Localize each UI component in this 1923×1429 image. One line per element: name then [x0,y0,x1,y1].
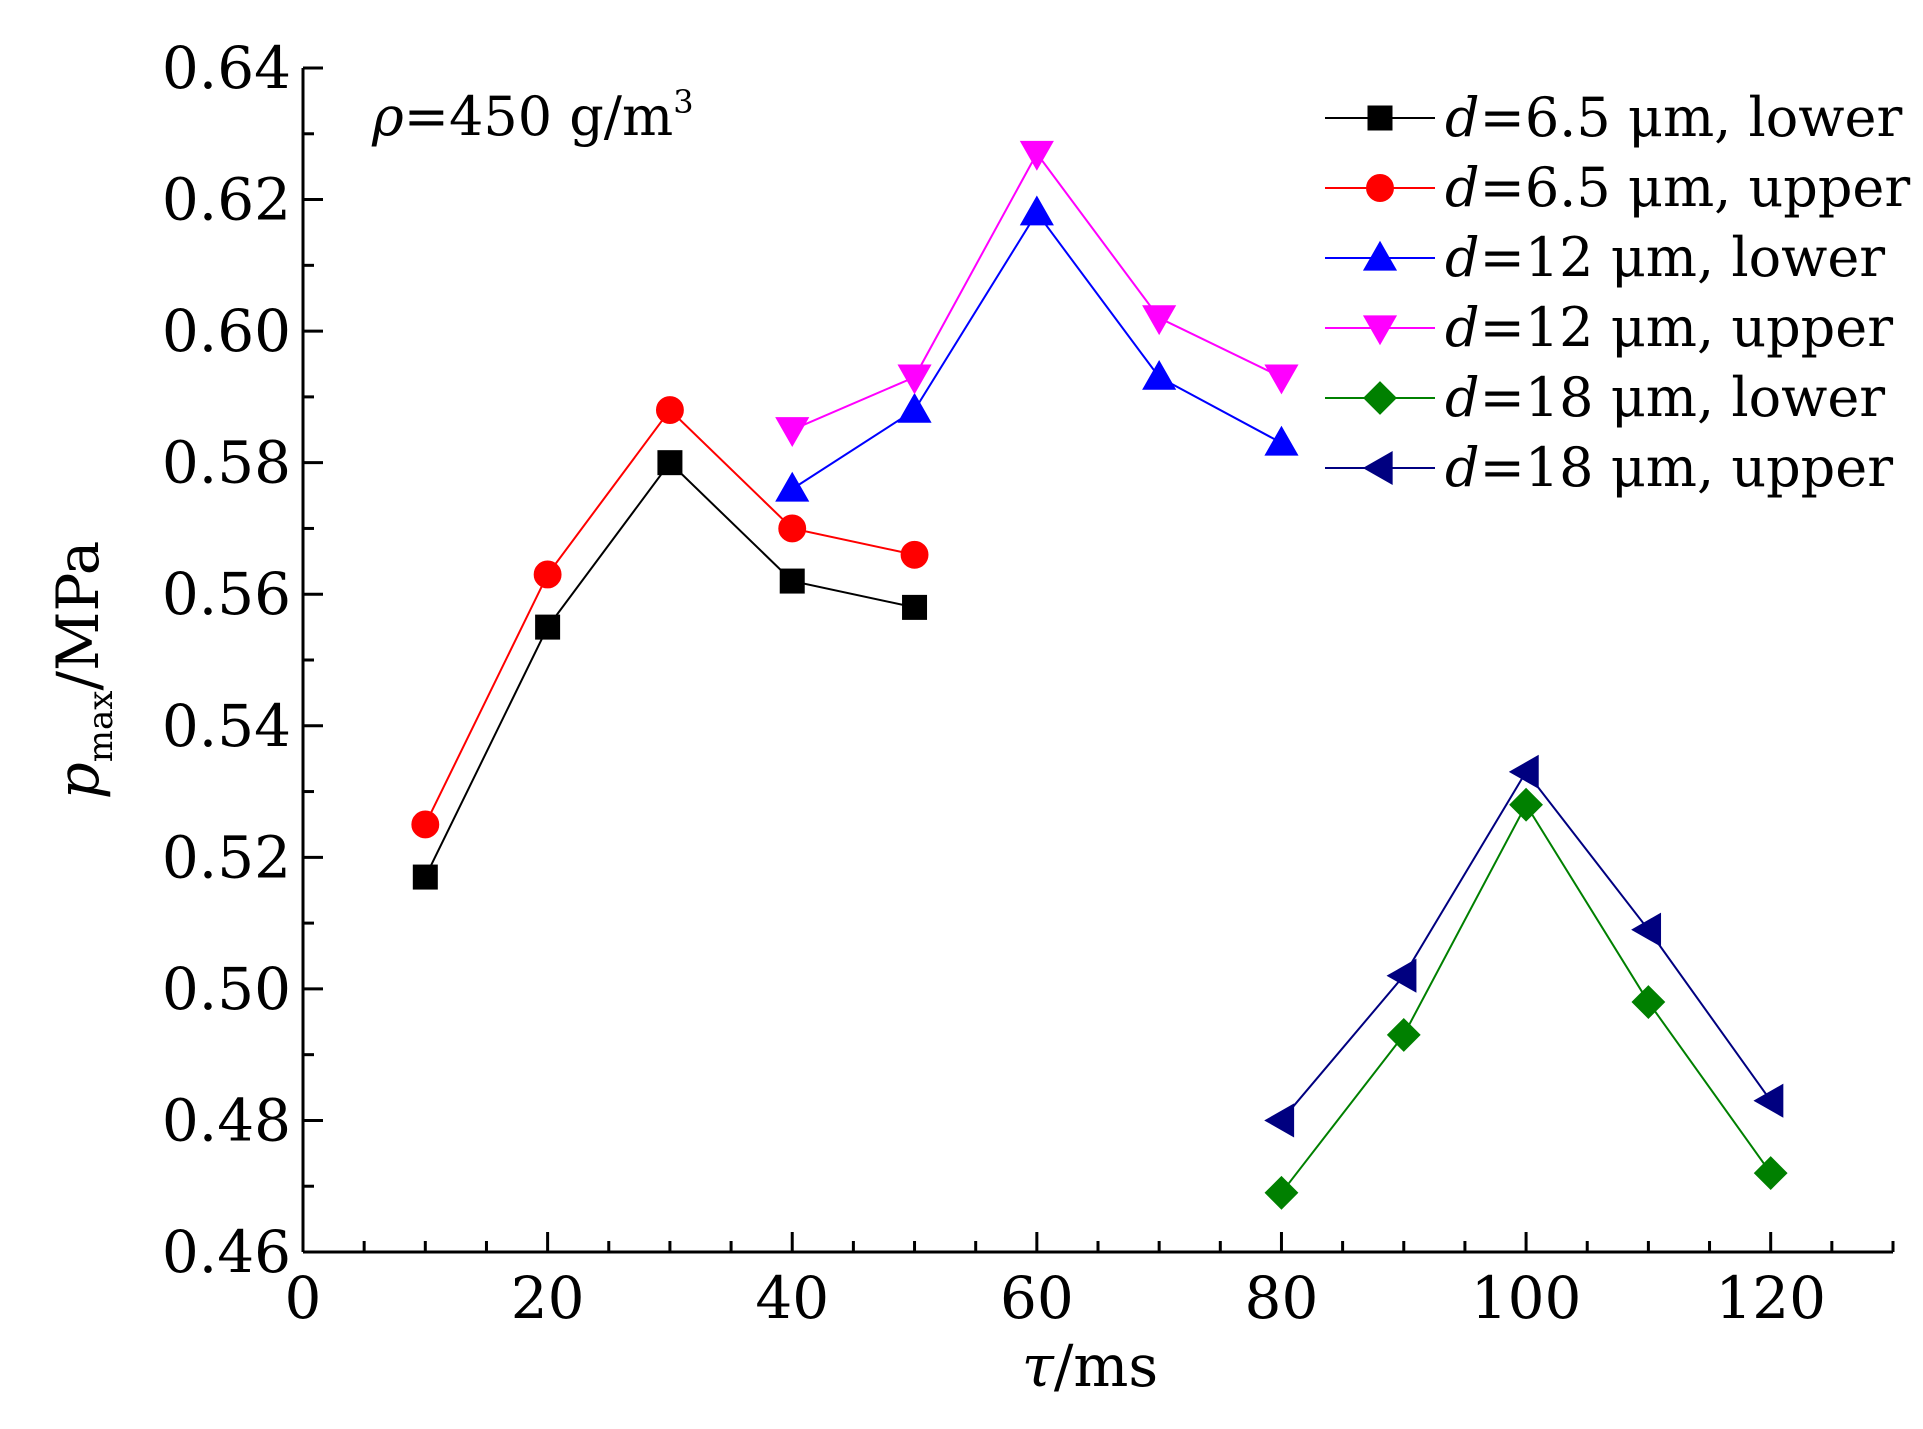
data-point [1264,1175,1299,1210]
y-tick-label: 0.62 [162,166,291,234]
series-2 [411,396,929,839]
legend-marker [1362,315,1398,346]
x-tick-label: 120 [1715,1264,1826,1332]
y-tick-label: 0.56 [162,560,291,628]
y-tick-label: 0.46 [162,1218,291,1286]
y-tick-label: 0.54 [162,692,291,760]
ticks: 0.46 0.48 0.50 0.52 0.54 0.56 0.58 0.60 0.62 0.64… [162,34,1895,1332]
series-line [1280,770,1772,1122]
data-point [535,614,561,640]
data-point [657,450,683,476]
legend-item: d=12 μm, lower [1325,226,1885,289]
density-annotation: ρ=450 g/m3 [371,83,694,148]
series-layer [411,140,1788,1210]
x-axis-title: τ/ms [1022,1332,1158,1400]
y-tick-label: 0.64 [162,34,291,102]
legend-label: d=12 μm, upper [1445,296,1893,359]
legend-item: d=6.5 μm, lower [1325,86,1902,149]
series-line [424,461,915,878]
data-point [1631,985,1666,1019]
legend-marker [1366,174,1394,202]
data-point [775,417,810,447]
data-point [1508,754,1539,789]
y-tick-label: 0.48 [162,1086,291,1154]
x-tick-label: 60 [1000,1264,1074,1332]
series-1 [412,450,928,890]
legend-marker [1362,240,1398,271]
series-3 [775,195,1299,502]
data-point [1386,1018,1421,1052]
legend-label: d=12 μm, lower [1445,226,1885,289]
data-point [897,392,932,423]
series-line [791,210,1282,490]
legend: d=6.5 μm, lower d=6.5 μm, upper d=12 μm, l… [1325,86,1910,499]
data-point [897,364,932,395]
legend-label: d=18 μm, lower [1445,366,1885,429]
legend-marker [1362,450,1393,486]
legend-item: d=6.5 μm, upper [1325,156,1910,219]
legend-item: d=18 μm, lower [1325,366,1885,429]
x-tick-label: 20 [511,1264,585,1332]
data-point [1753,1156,1788,1190]
data-point [1631,912,1662,947]
data-point [1142,305,1177,336]
data-point [1142,359,1177,390]
data-point [1019,140,1054,171]
data-point [1019,195,1054,226]
x-tick-label: 40 [755,1264,829,1332]
x-tick-label: 0 [285,1264,322,1332]
legend-label: d=6.5 μm, lower [1445,86,1902,149]
x-tick-label: 100 [1471,1264,1582,1332]
data-point [1264,364,1299,395]
data-point [411,810,440,839]
y-tick-label: 0.58 [162,429,291,497]
data-point [778,514,807,543]
data-point [1386,958,1417,993]
legend-label: d=18 μm, upper [1445,436,1893,499]
y-tick-label: 0.60 [162,297,291,365]
y-tick-label: 0.52 [162,823,291,891]
data-point [775,471,810,502]
data-point [1509,787,1543,822]
series-5 [1264,787,1788,1210]
series-6 [1264,754,1784,1138]
legend-marker [1367,105,1393,131]
y-tick-label: 0.50 [162,955,291,1023]
data-point [1264,1103,1295,1138]
data-point [779,568,805,594]
y-axis-title: pmax/MPa [44,541,121,800]
data-point [900,540,929,569]
series-4 [775,140,1299,447]
legend-marker [1363,381,1397,415]
legend-item: d=12 μm, upper [1325,296,1893,359]
data-point [902,594,928,620]
legend-label: d=6.5 μm, upper [1445,156,1910,219]
legend-item: d=18 μm, upper [1325,436,1893,499]
data-point [533,560,562,589]
series-line [791,151,1282,431]
x-tick-label: 80 [1245,1264,1319,1332]
data-point [655,396,684,424]
data-point [1264,425,1299,456]
data-point [412,864,438,890]
data-point [1753,1083,1784,1118]
